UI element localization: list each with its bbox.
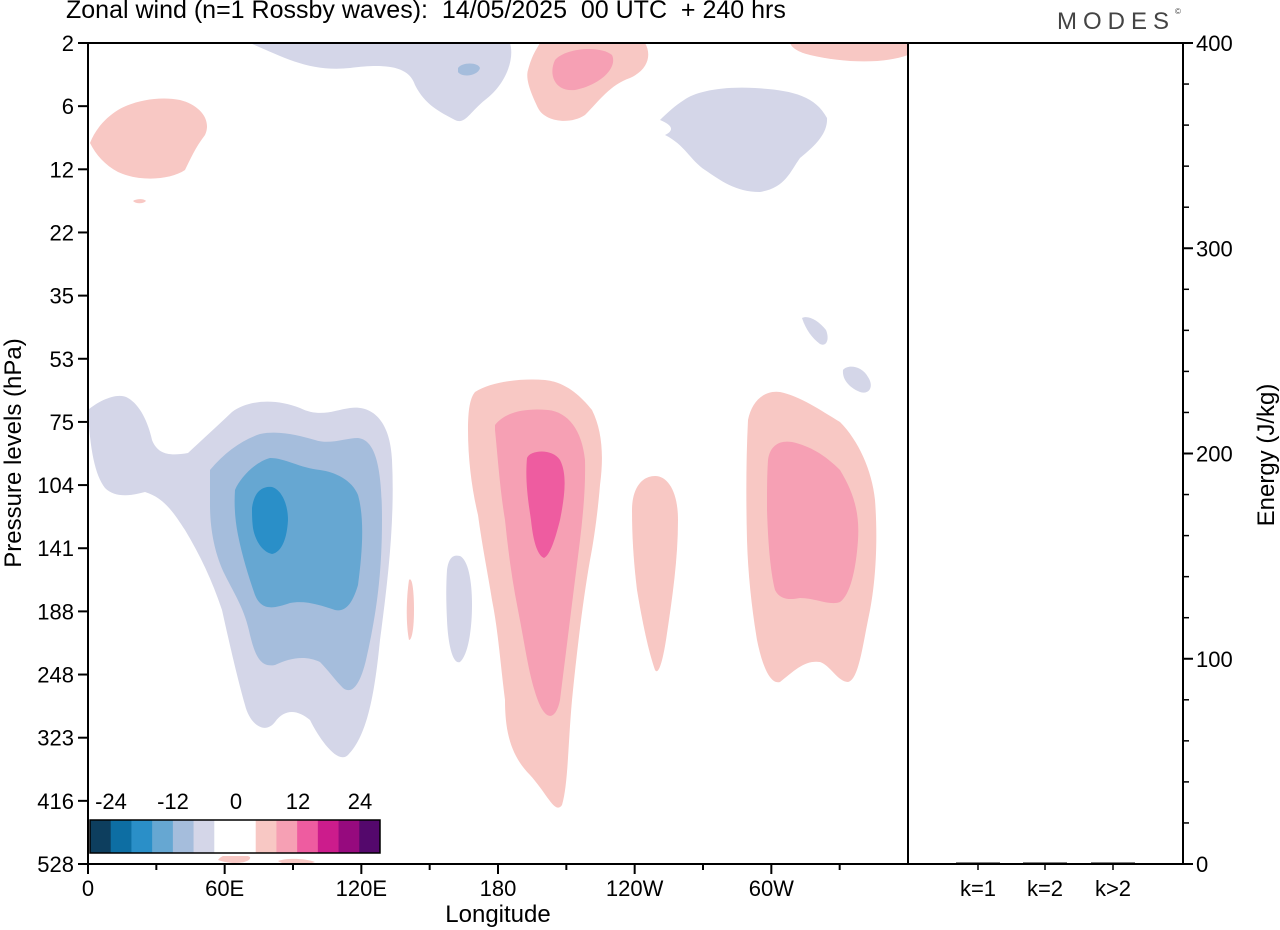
y-tick-label: 416 — [37, 789, 74, 814]
contour-pos-level1-sliver — [406, 579, 414, 640]
colorbar: -24 -12 0 12 24 — [89, 784, 382, 856]
contour-neg-level3-top — [458, 63, 480, 76]
y-tick-label: 35 — [50, 284, 74, 309]
colorbar-swatch — [359, 820, 381, 853]
x-tick-label: 180 — [480, 876, 517, 901]
logo-text: MODES — [1057, 8, 1176, 35]
y-tick-label: 528 — [37, 852, 74, 877]
colorbar-label: 12 — [286, 789, 310, 814]
contour-neg-level1-mid — [446, 555, 472, 663]
contour-neg-level1-speck-b — [842, 366, 871, 393]
energy-tick-label: 400 — [1196, 31, 1233, 56]
y-axis: 2 6 12 22 35 53 75 104 141 188 248 323 416 528 — [37, 31, 88, 877]
energy-bar — [1091, 862, 1135, 864]
x-tick-label: 120W — [606, 876, 664, 901]
colorbar-label: -12 — [157, 789, 189, 814]
contour-pos-level1-topright — [790, 43, 908, 62]
contour-pos-level1-bottom-a — [218, 853, 251, 864]
colorbar-swatch — [90, 820, 112, 853]
contour-neg-level1-top — [250, 43, 512, 122]
y-axis-title: Pressure levels (hPa) — [0, 338, 27, 567]
modes-logo: MODES© — [1057, 7, 1181, 36]
contour-pos-level3-main — [526, 451, 565, 558]
energy-bar — [956, 862, 1000, 864]
energy-axis: 0 100 200 300 400 — [1183, 31, 1233, 877]
x-tick-label: 60E — [205, 876, 244, 901]
energy-category-label: k>2 — [1095, 876, 1131, 901]
colorbar-swatch — [338, 820, 360, 853]
y-tick-label: 75 — [50, 410, 74, 435]
y-tick-label: 53 — [50, 347, 74, 372]
y-tick-label: 104 — [37, 473, 74, 498]
contour-field — [88, 43, 908, 864]
energy-bars: k=1 k=2 k>2 — [956, 862, 1135, 901]
contour-pos-level2-far-east — [767, 441, 859, 604]
energy-tick-label: 200 — [1196, 442, 1233, 467]
colorbar-swatch — [152, 820, 174, 853]
colorbar-label: 24 — [348, 789, 372, 814]
x-axis-title: Longitude — [445, 901, 550, 928]
colorbar-swatch — [110, 820, 132, 853]
colorbar-swatch — [317, 820, 339, 853]
contour-pos-level1-speck — [133, 199, 146, 204]
y-tick-label: 22 — [50, 220, 74, 245]
colorbar-swatch — [172, 820, 194, 853]
contour-pos-level1-upper-left — [90, 98, 208, 179]
colorbar-swatch — [235, 820, 257, 853]
y-tick-label: 6 — [62, 94, 74, 119]
contour-neg-level3-main — [234, 458, 363, 611]
x-tick-label: 0 — [82, 876, 94, 901]
contour-pos-level1-bottom-b — [278, 858, 315, 864]
colorbar-frame — [89, 819, 381, 854]
energy-tick-label: 0 — [1196, 852, 1208, 877]
y-tick-label: 248 — [37, 663, 74, 688]
colorbar-label: 0 — [230, 789, 242, 814]
energy-bar — [1023, 862, 1067, 864]
contour-pos-level1-east — [632, 476, 678, 672]
colorbar-swatch — [214, 820, 236, 853]
contour-neg-level1-speck-a — [802, 317, 828, 345]
colorbar-label: -24 — [95, 789, 127, 814]
contour-pos-level2-top — [552, 48, 614, 91]
y-tick-label: 12 — [50, 157, 74, 182]
energy-tick-label: 100 — [1196, 647, 1233, 672]
colorbar-swatch — [297, 820, 319, 853]
colorbar-swatch — [193, 820, 215, 853]
colorbar-swatch — [255, 820, 277, 853]
colorbar-swatch — [276, 820, 298, 853]
contour-neg-level4-main — [252, 486, 288, 554]
y-tick-label: 141 — [37, 536, 74, 561]
energy-category-label: k=2 — [1027, 876, 1063, 901]
x-tick-label: 60W — [749, 876, 794, 901]
energy-axis-title: Energy (J/kg) — [1253, 384, 1280, 527]
energy-plot-frame — [907, 42, 1184, 865]
energy-category-label: k=1 — [960, 876, 996, 901]
contour-neg-level1-upper-right — [660, 87, 828, 192]
energy-tick-label: 300 — [1196, 236, 1233, 261]
y-tick-label: 323 — [37, 726, 74, 751]
y-tick-label: 2 — [62, 31, 74, 56]
x-tick-label: 120E — [336, 876, 387, 901]
colorbar-swatch — [131, 820, 153, 853]
logo-mark: © — [1175, 7, 1181, 16]
x-axis: 0 60E 120E 180 120W 60W — [82, 864, 841, 901]
y-tick-label: 188 — [37, 599, 74, 624]
chart-title: Zonal wind (n=1 Rossby waves): 14/05/202… — [66, 0, 786, 24]
